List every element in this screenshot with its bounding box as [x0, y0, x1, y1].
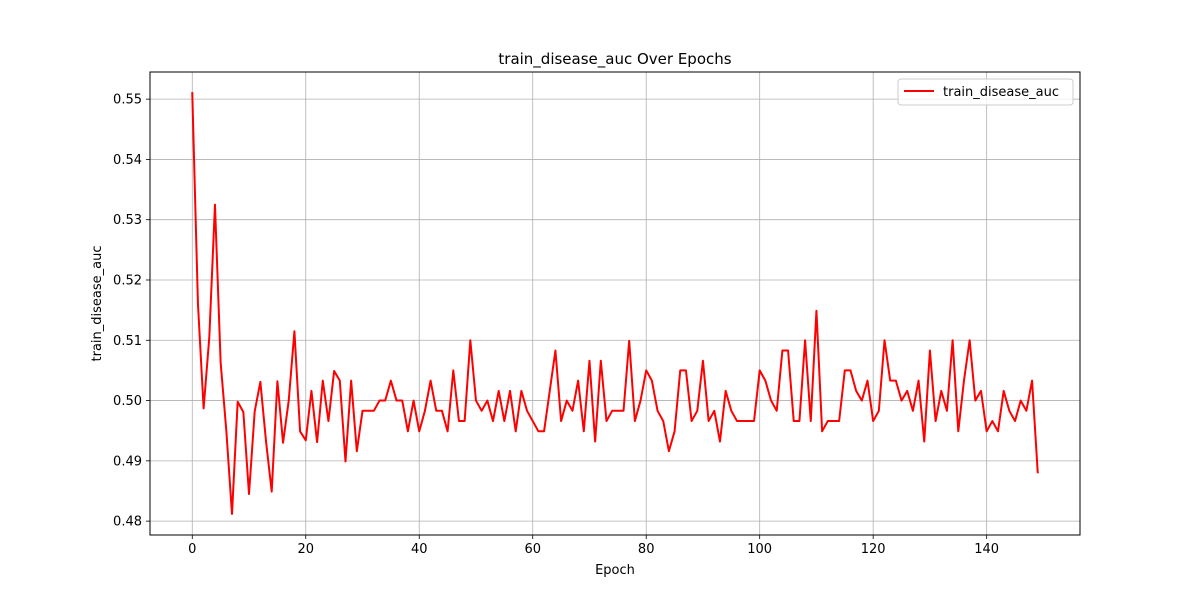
y-axis-ticks: 0.48 0.49 0.50 0.51 0.52 0.53 0.54 0.55: [113, 93, 150, 530]
grid: [150, 72, 1080, 535]
y-tick-label: 0.55: [113, 93, 142, 108]
x-tick-label: 60: [524, 542, 541, 557]
legend: train_disease_auc: [897, 78, 1074, 106]
y-tick-label: 0.49: [113, 454, 142, 469]
x-tick-label: 0: [188, 542, 196, 557]
x-tick-label: 20: [297, 542, 314, 557]
series-layer: [191, 92, 1039, 515]
legend-box: [897, 78, 1074, 106]
x-tick-label: 100: [747, 542, 772, 557]
plot-frame: [149, 71, 1081, 536]
y-tick-label: 0.51: [113, 334, 142, 349]
x-tick-label: 120: [861, 542, 886, 557]
x-tick-label: 40: [411, 542, 428, 557]
x-tick-label: 80: [638, 542, 655, 557]
y-axis-label: train_disease_auc: [90, 246, 105, 362]
y-tick-label: 0.54: [113, 153, 142, 168]
y-tick-label: 0.52: [113, 273, 142, 288]
series-line-train-disease-auc: [191, 92, 1039, 515]
x-axis-ticks: 0 20 40 60 80 100 120 140: [188, 535, 999, 557]
chart-title: train_disease_auc Over Epochs: [498, 50, 731, 69]
y-tick-label: 0.50: [113, 394, 142, 409]
x-axis-label: Epoch: [595, 563, 635, 578]
y-tick-label: 0.53: [113, 213, 142, 228]
legend-label: train_disease_auc: [943, 85, 1059, 100]
y-tick-label: 0.48: [113, 515, 142, 530]
x-tick-label: 140: [974, 542, 999, 557]
